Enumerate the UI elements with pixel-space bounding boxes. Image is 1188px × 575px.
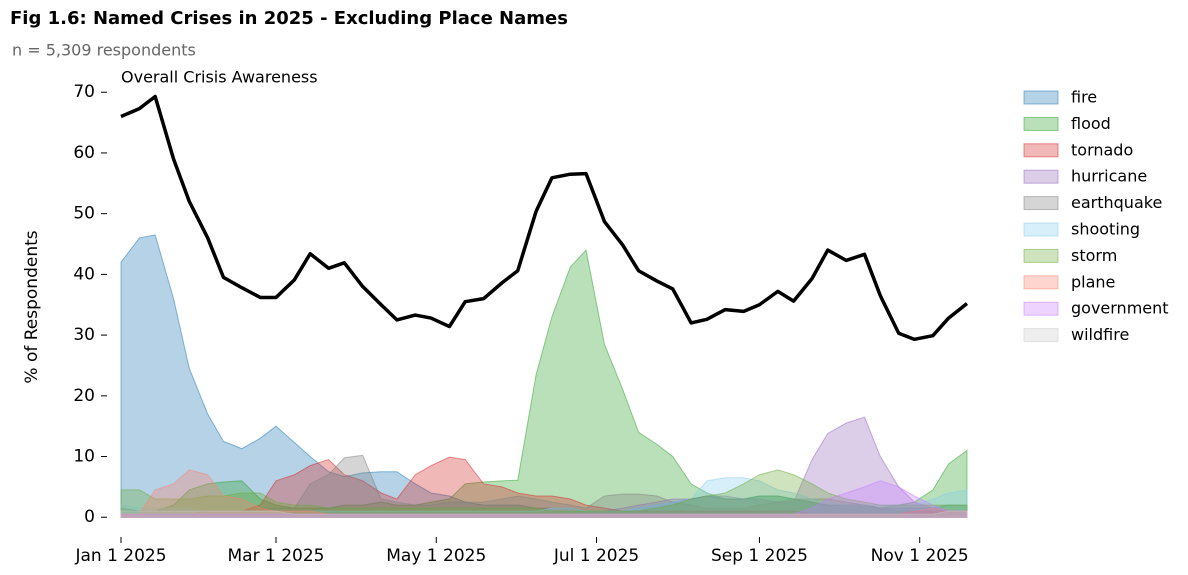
y-tick-label: 10 <box>73 447 95 467</box>
legend-label: storm <box>1071 246 1117 265</box>
legend-label: government <box>1071 299 1169 318</box>
x-tick-label: May 1 2025 <box>386 546 486 566</box>
legend-label: tornado <box>1071 140 1133 159</box>
legend-swatch <box>1023 222 1059 237</box>
y-tick-label: 60 <box>73 143 95 163</box>
x-tick-label: Jan 1 2025 <box>74 546 166 566</box>
legend-label: wildfire <box>1071 325 1129 344</box>
legend-label: earthquake <box>1071 193 1162 212</box>
legend-swatch <box>1023 196 1059 211</box>
legend-swatch <box>1023 116 1059 131</box>
chart-title: Fig 1.6: Named Crises in 2025 - Excludin… <box>10 8 568 29</box>
legend-label: hurricane <box>1071 167 1147 186</box>
x-tick-label: Mar 1 2025 <box>228 546 325 566</box>
legend-label: shooting <box>1071 220 1140 239</box>
y-tick-label: 30 <box>73 325 95 345</box>
x-tick-label: Nov 1 2025 <box>871 546 969 566</box>
area <box>120 454 968 518</box>
legend-swatch <box>1023 328 1059 343</box>
legend-swatch <box>1023 275 1059 290</box>
y-tick-label: 20 <box>73 386 95 406</box>
area <box>120 510 968 518</box>
y-tick-label: 70 <box>73 82 95 102</box>
legend-label: fire <box>1071 88 1097 107</box>
y-tick-label: 50 <box>73 204 95 224</box>
x-tick-label: Jul 1 2025 <box>553 546 639 566</box>
y-tick-label: 0 <box>84 507 95 527</box>
legend-swatch <box>1023 301 1059 316</box>
legend-label: flood <box>1071 114 1111 133</box>
y-tick-label: 40 <box>73 264 95 284</box>
chart-subtitle: n = 5,309 respondents <box>12 41 196 60</box>
area <box>120 469 968 518</box>
legend-swatch <box>1023 90 1059 105</box>
legend-swatch <box>1023 169 1059 184</box>
legend-swatch <box>1023 143 1059 158</box>
annotation: Overall Crisis Awareness <box>121 68 318 87</box>
y-axis-label: % of Respondents <box>22 230 42 383</box>
x-tick-label: Sep 1 2025 <box>711 546 808 566</box>
line <box>120 94 969 342</box>
legend-swatch <box>1023 248 1059 263</box>
legend-label: plane <box>1071 272 1115 291</box>
